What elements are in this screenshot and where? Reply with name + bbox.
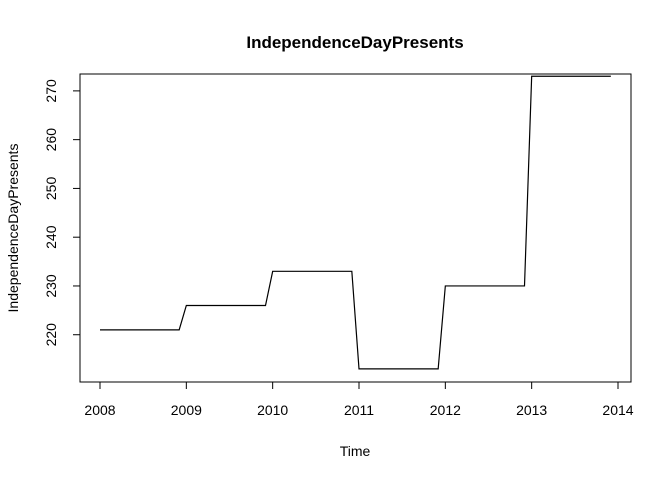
x-tick-label: 2012 <box>430 402 461 418</box>
x-tick-label: 2011 <box>344 402 374 418</box>
series-line <box>100 75 611 370</box>
y-tick-label: 230 <box>43 274 59 298</box>
x-axis: 2008 2009 2010 2011 2012 2013 2014 <box>84 381 634 418</box>
chart-title: IndependenceDayPresents <box>246 33 463 52</box>
series-layer <box>100 75 611 370</box>
y-tick-label: 270 <box>43 79 59 103</box>
x-tick-label: 2013 <box>516 402 547 418</box>
y-tick-label: 240 <box>43 225 59 249</box>
y-axis: 220 230 240 250 260 270 <box>43 79 81 347</box>
x-axis-label: Time <box>340 443 371 459</box>
x-tick-label: 2008 <box>84 402 115 418</box>
y-axis-label: IndependenceDayPresents <box>5 144 21 313</box>
y-tick-label: 260 <box>43 128 59 152</box>
y-tick-label: 220 <box>43 323 59 347</box>
x-tick-label: 2009 <box>171 402 202 418</box>
plot-box <box>79 73 632 383</box>
y-tick-label: 250 <box>43 177 59 201</box>
x-tick-label: 2010 <box>257 402 288 418</box>
x-tick-label: 2014 <box>602 402 633 418</box>
